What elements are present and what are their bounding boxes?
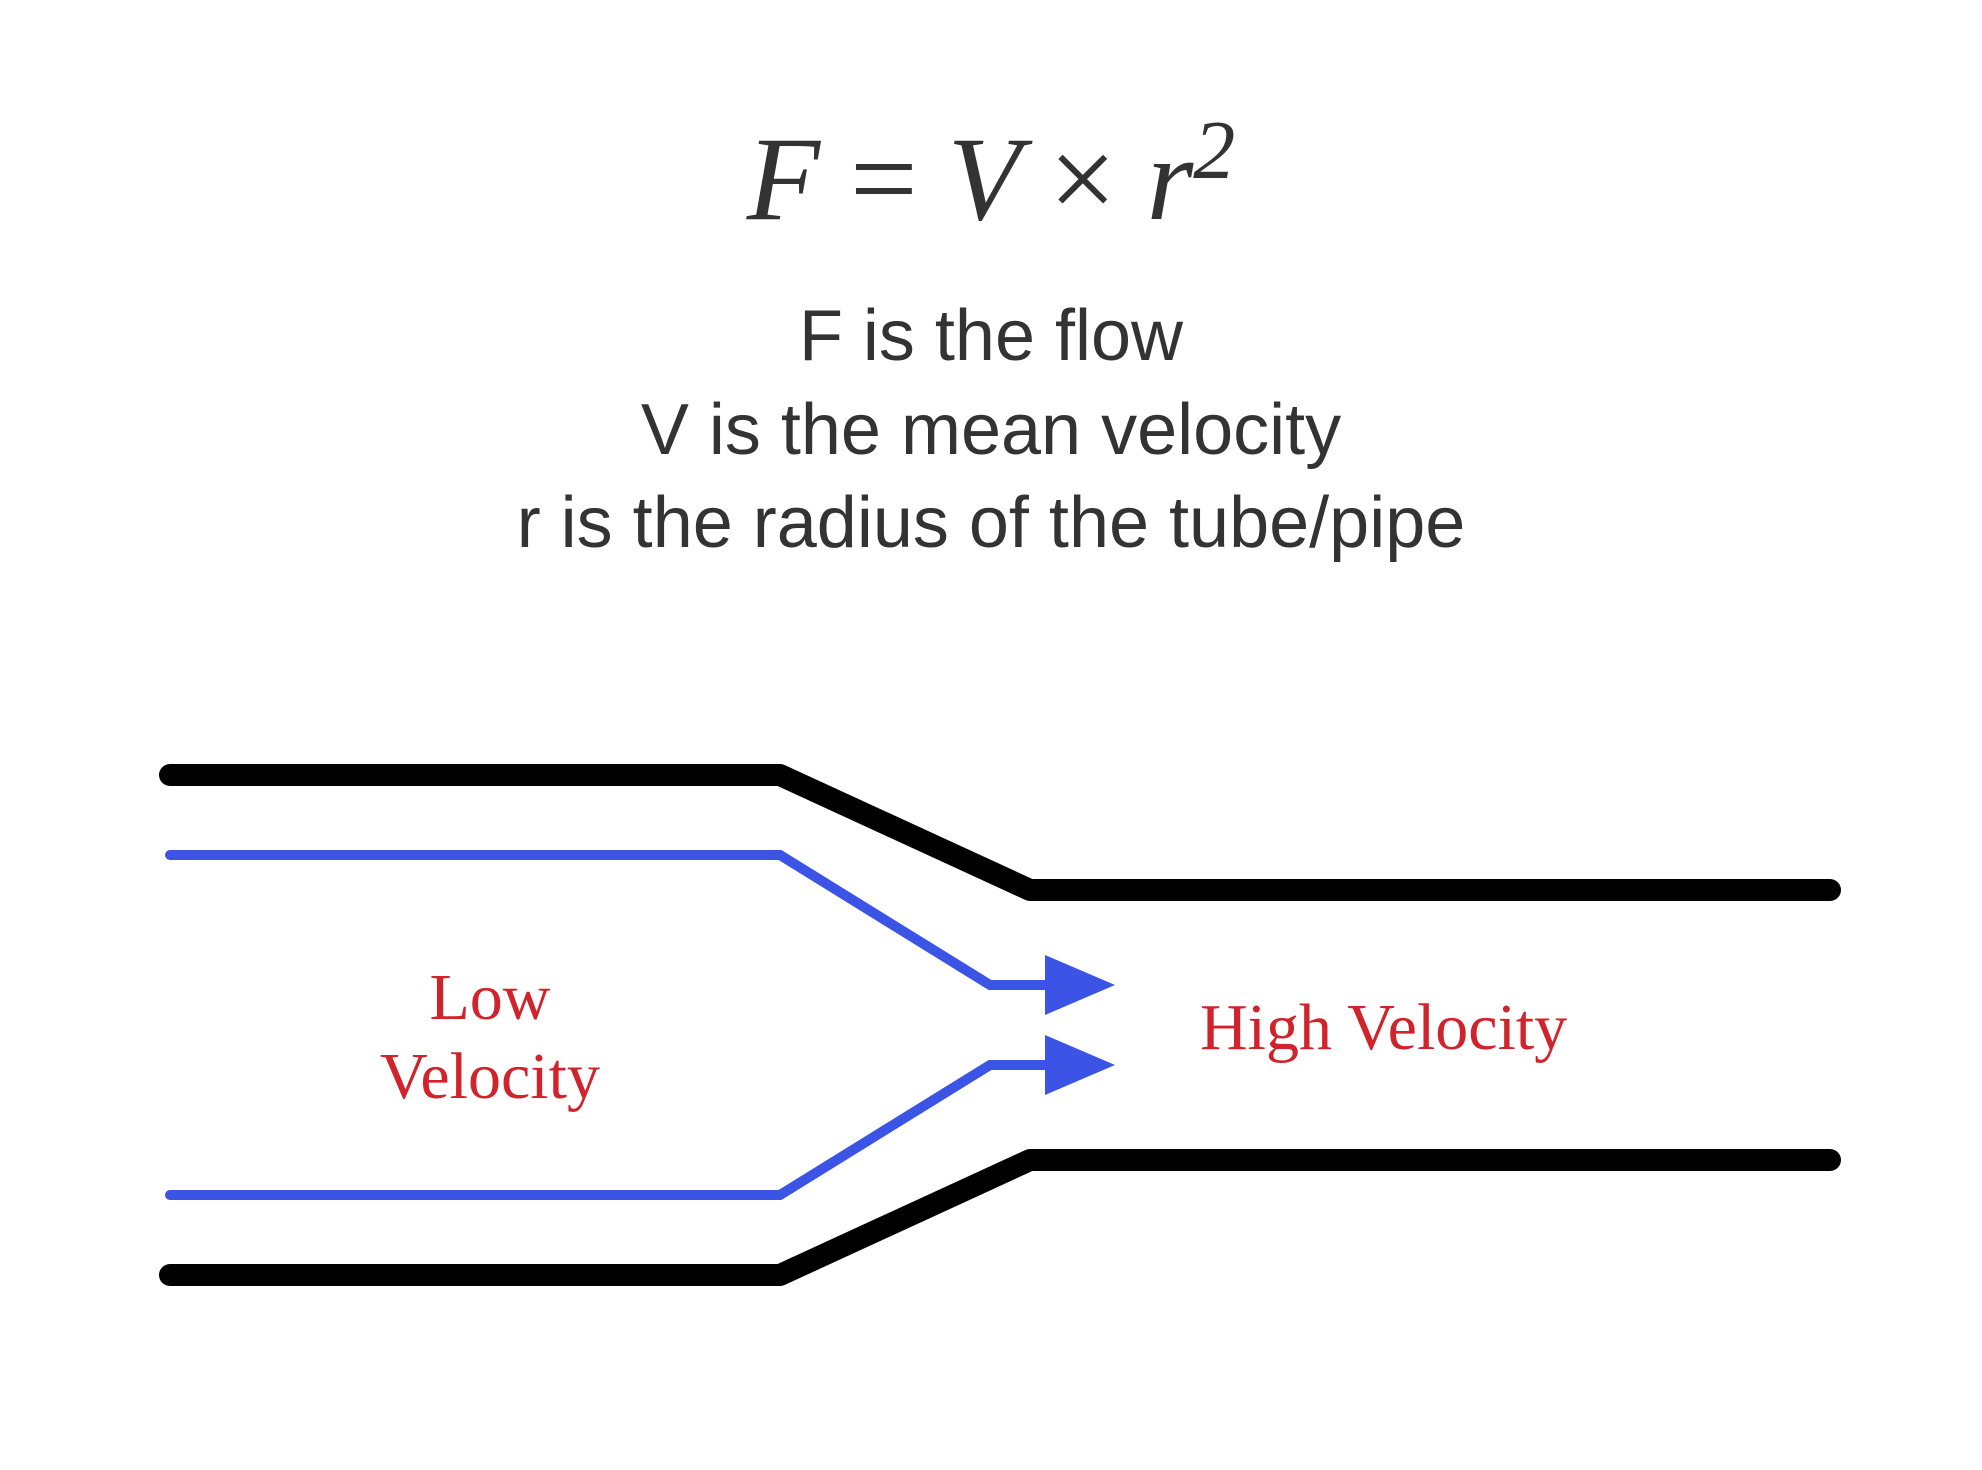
equation-equals: = [850, 112, 918, 245]
label-high-velocity: High Velocity [1200, 988, 1567, 1067]
definition-v: V is the mean velocity [0, 384, 1982, 478]
pipe-wall-top [170, 775, 1830, 890]
equation-times: × [1049, 112, 1117, 245]
pipe-wall-bottom [170, 1160, 1830, 1275]
flow-line-top [170, 855, 1060, 985]
arrowhead-top-icon [1045, 955, 1115, 1015]
pipe-diagram: Low Velocity High Velocity [150, 720, 1850, 1340]
equation-r: r [1147, 112, 1194, 245]
equation-lhs: F [747, 112, 820, 245]
definition-f: F is the flow [0, 290, 1982, 384]
definitions-block: F is the flow V is the mean velocity r i… [0, 290, 1982, 571]
arrowhead-bottom-icon [1045, 1035, 1115, 1095]
equation-v: V [948, 112, 1019, 245]
flow-line-bottom [170, 1065, 1060, 1195]
label-low-velocity: Low Velocity [380, 958, 600, 1116]
definition-r: r is the radius of the tube/pipe [0, 477, 1982, 571]
equation-exponent: 2 [1193, 104, 1235, 197]
flow-equation: F = V × r2 [0, 110, 1982, 248]
